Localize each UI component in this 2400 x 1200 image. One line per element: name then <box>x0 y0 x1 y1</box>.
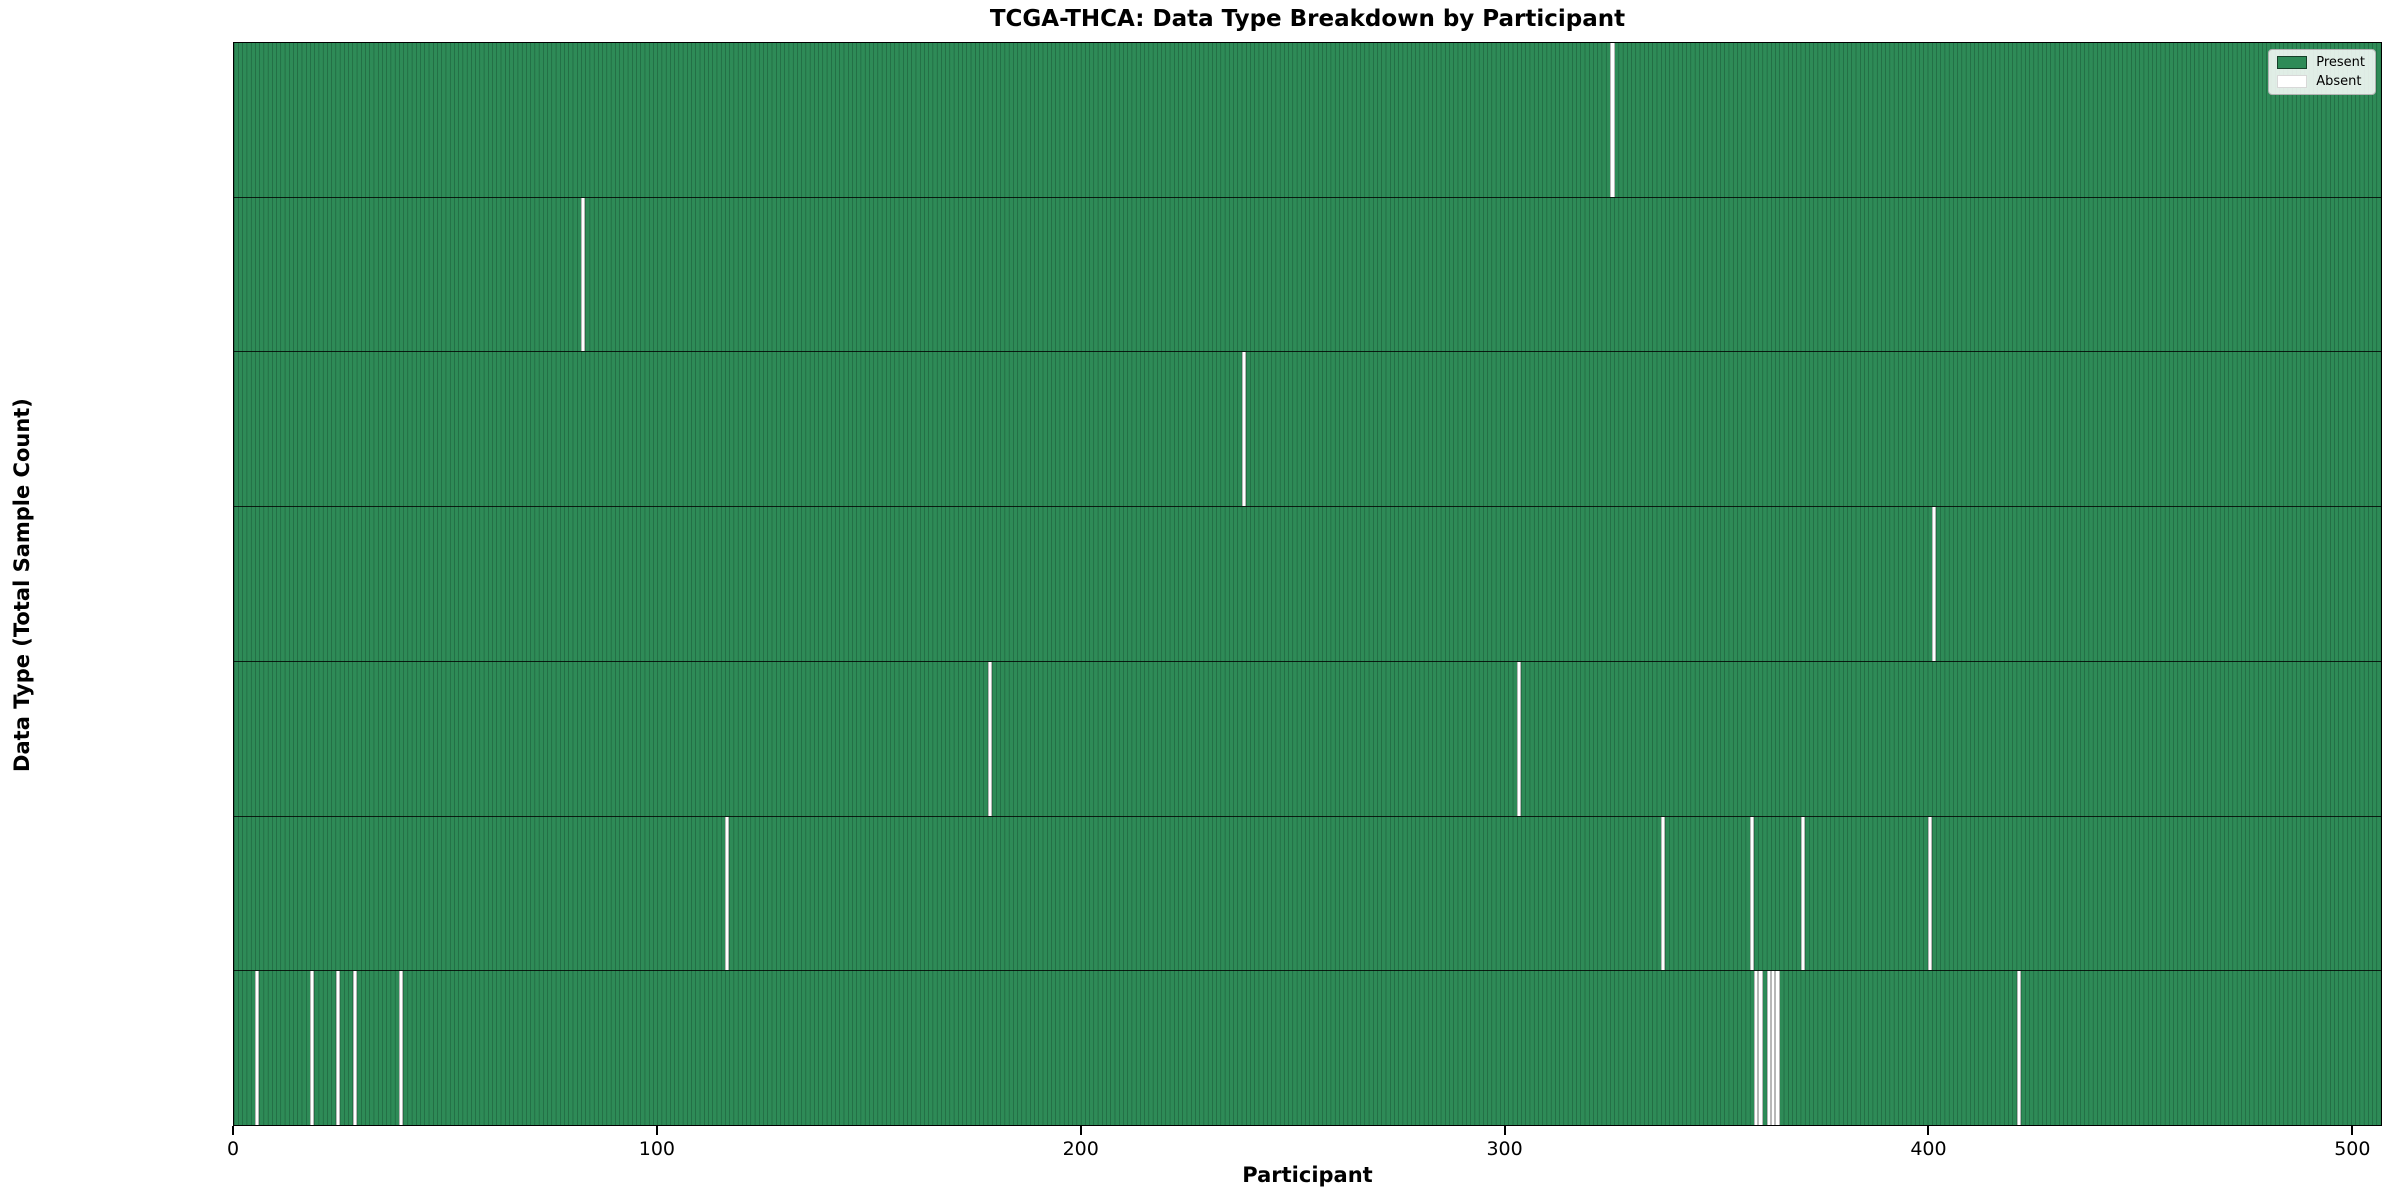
absent-gap <box>1758 971 1763 1126</box>
legend-entry-present: Present <box>2277 56 2365 69</box>
absent-gap <box>1775 971 1780 1126</box>
absent-gap <box>310 971 315 1126</box>
absent-gap <box>1927 816 1933 971</box>
legend-absent-label: Absent <box>2316 74 2362 89</box>
absent-gap <box>1610 43 1615 197</box>
heatmap-row-mrna <box>234 815 2381 971</box>
absent-gap <box>725 816 730 971</box>
legend: Present Absent <box>2268 49 2376 95</box>
absent-gap <box>1754 971 1759 1126</box>
chart-title: TCGA-THCA: Data Type Breakdown by Partic… <box>989 6 1626 32</box>
heatmap-row-mir <box>234 196 2381 352</box>
absent-gap <box>987 661 992 816</box>
plot-area: Present Absent <box>233 42 2382 1126</box>
heatmap-row-methylation <box>234 506 2381 661</box>
absent-gap <box>1517 661 1522 816</box>
legend-present-label: Present <box>2316 55 2365 70</box>
absent-gap <box>1932 507 1937 661</box>
absent-gap <box>1241 352 1247 507</box>
absent-gap <box>352 971 357 1126</box>
absent-gap <box>1750 816 1755 971</box>
absent-gap <box>335 971 340 1126</box>
x-tick-mark <box>1927 1126 1930 1135</box>
x-tick-label: 500 <box>2334 1138 2371 1160</box>
x-tick-label: 0 <box>226 1138 240 1160</box>
absent-gap <box>255 971 260 1126</box>
absent-gap <box>399 971 404 1126</box>
x-tick-mark <box>2351 1126 2354 1135</box>
absent-gap <box>1661 816 1666 971</box>
x-tick-mark <box>1079 1126 1082 1135</box>
y-axis-label: Data Type (Total Sample Count) <box>10 398 34 772</box>
absent-gap <box>1800 816 1806 971</box>
absent-gap <box>581 197 586 352</box>
absent-gap <box>2016 971 2022 1126</box>
absent-swatch-icon <box>2277 75 2308 88</box>
heatmap-row-maf <box>234 970 2381 1126</box>
x-tick-mark <box>1503 1126 1506 1135</box>
x-tick-mark <box>232 1126 234 1135</box>
heatmap-row-cn <box>234 660 2381 816</box>
heatmap-row-clinical <box>234 351 2381 507</box>
heatmap-row-bcr <box>234 43 2381 197</box>
x-tick-label: 400 <box>1910 1138 1947 1160</box>
x-tick-label: 100 <box>638 1138 675 1160</box>
absent-gap <box>1766 971 1772 1126</box>
x-tick-mark <box>655 1126 658 1135</box>
absent-gap <box>1771 971 1776 1126</box>
x-tick-label: 300 <box>1486 1138 1523 1160</box>
x-axis-label: Participant <box>1242 1163 1373 1187</box>
legend-entry-absent: Absent <box>2277 75 2365 88</box>
x-tick-label: 200 <box>1062 1138 1099 1160</box>
present-swatch-icon <box>2277 56 2308 69</box>
